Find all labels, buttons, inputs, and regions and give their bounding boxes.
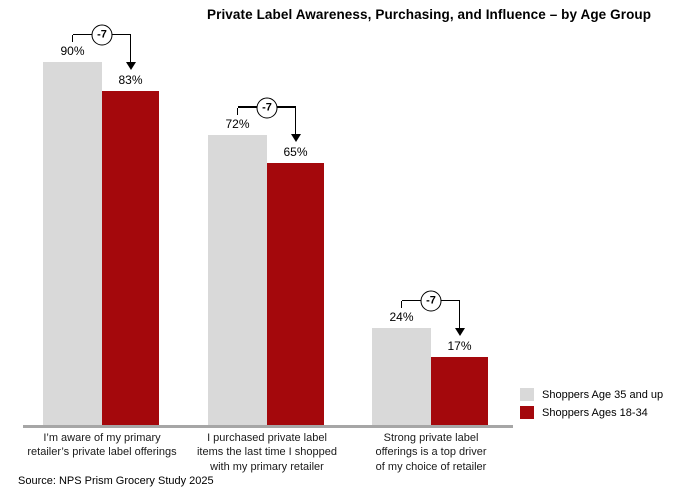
bar-ages-18-34 bbox=[431, 356, 488, 425]
bracket-arrow-line bbox=[458, 299, 461, 328]
legend-swatch bbox=[520, 388, 534, 401]
source-note: Source: NPS Prism Grocery Study 2025 bbox=[18, 475, 214, 487]
category-label: I’m aware of my primary retailer’s priva… bbox=[27, 432, 177, 459]
bar-age-35-up bbox=[43, 62, 102, 425]
legend-item: Shoppers Age 35 and up bbox=[520, 388, 663, 401]
value-label-ages-18-34: 83% bbox=[118, 72, 143, 87]
plot-area: 90% 83% -7 72% 65% -7 24% 17% -7 bbox=[43, 0, 488, 425]
value-label-ages-18-34: 65% bbox=[283, 145, 308, 160]
category-label: Strong private label offerings is a top … bbox=[375, 432, 487, 473]
bar-age-35-up bbox=[372, 328, 431, 425]
legend: Shoppers Age 35 and up Shoppers Ages 18-3… bbox=[520, 388, 663, 424]
arrow-down-icon bbox=[454, 327, 465, 336]
category-label: I purchased private label items the last… bbox=[196, 432, 337, 473]
bar-ages-18-34 bbox=[102, 90, 159, 425]
delta-badge: -7 bbox=[91, 24, 113, 46]
chart-title: Private Label Awareness, Purchasing, and… bbox=[207, 7, 652, 22]
arrow-down-icon bbox=[290, 134, 301, 143]
bracket-left-tick bbox=[71, 35, 74, 43]
bar-group: 90% 83% -7 bbox=[43, 0, 159, 425]
bar-group: 72% 65% -7 bbox=[208, 0, 324, 425]
x-axis-line bbox=[23, 425, 513, 428]
value-label-age-35-up: 90% bbox=[60, 44, 85, 59]
arrow-down-icon bbox=[125, 61, 136, 70]
legend-item: Shoppers Ages 18-34 bbox=[520, 406, 663, 419]
legend-label: Shoppers Age 35 and up bbox=[542, 388, 664, 401]
bracket-left-tick bbox=[236, 107, 239, 115]
bar-age-35-up bbox=[208, 134, 267, 425]
delta-badge: -7 bbox=[420, 290, 442, 312]
bracket-left-tick bbox=[400, 301, 403, 309]
delta-badge: -7 bbox=[256, 97, 278, 119]
bracket-arrow-line bbox=[294, 106, 297, 135]
legend-label: Shoppers Ages 18-34 bbox=[542, 406, 648, 419]
bracket-arrow-line bbox=[129, 33, 132, 62]
bar-group: 24% 17% -7 bbox=[372, 0, 488, 425]
value-label-ages-18-34: 17% bbox=[447, 338, 472, 353]
value-label-age-35-up: 24% bbox=[389, 310, 414, 325]
bar-ages-18-34 bbox=[267, 163, 324, 425]
legend-swatch bbox=[520, 406, 534, 419]
value-label-age-35-up: 72% bbox=[225, 116, 250, 131]
